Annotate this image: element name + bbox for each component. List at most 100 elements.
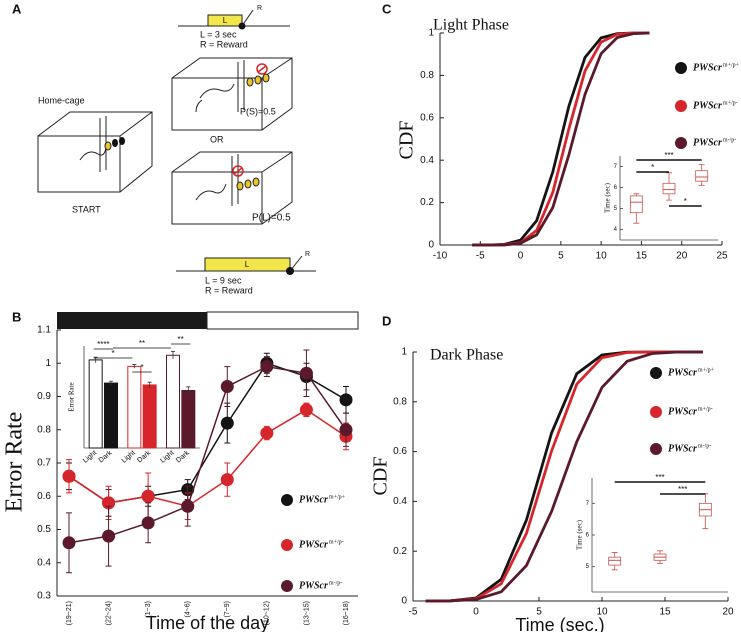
- box-body: [629, 195, 643, 214]
- legend-label: PWScr: [693, 62, 722, 73]
- inset-error: [132, 364, 137, 369]
- legend-marker: [650, 406, 662, 418]
- point: [141, 516, 155, 530]
- inset-y-label: Error Rate: [68, 382, 76, 411]
- box-whisker: [611, 552, 618, 571]
- chamber: [171, 151, 293, 225]
- y-axis-label: CDF: [370, 457, 392, 496]
- legend-label: PWScr: [693, 100, 722, 111]
- point: [299, 366, 313, 380]
- bar-r: R: [305, 251, 310, 258]
- inset-y-label: Time (sec): [604, 182, 612, 213]
- panel-label: D: [382, 313, 391, 328]
- legend-label: PWScr: [668, 443, 697, 454]
- legend-sup: m-/p-: [723, 137, 736, 143]
- x-axis-label: Time (sec.): [515, 615, 604, 632]
- x-tick-label: (4~6): [185, 601, 192, 618]
- x-tick-label: 15: [659, 607, 671, 618]
- start: START: [72, 204, 101, 214]
- sig-stars: *: [651, 163, 654, 172]
- light-bar: [207, 14, 243, 27]
- legend-sup: m+/p+: [698, 367, 715, 373]
- bar-label: L: [223, 16, 228, 25]
- light: [252, 177, 260, 187]
- inset-y-tick-label: 5: [614, 206, 618, 212]
- prob: P(S)=0.5: [240, 106, 276, 116]
- legend-sup: m+/p-: [329, 539, 344, 545]
- box-body: [662, 182, 676, 195]
- note: L = 9 sec: [205, 275, 242, 285]
- light: [119, 137, 125, 145]
- legend-label: PWScr: [668, 367, 697, 378]
- x-tick-label: -5: [476, 251, 485, 262]
- legend-sup: m-/p-: [698, 443, 711, 449]
- legend-marker: [281, 494, 293, 506]
- bar-r: R: [257, 5, 262, 12]
- x-tick-label: (7~9): [224, 601, 231, 618]
- sig-stars: *: [111, 349, 114, 358]
- x-tick-label: 15: [636, 251, 648, 262]
- x-axis-label: Time of the day: [146, 613, 269, 632]
- y-tick-label: 0.4: [37, 557, 51, 568]
- inset-y-label: Time (sec): [576, 519, 584, 550]
- inset-x-label: Dark: [136, 449, 152, 464]
- point: [141, 489, 155, 503]
- point: [220, 473, 234, 487]
- y-tick-label: 0.8: [393, 396, 407, 407]
- no-icon: [257, 65, 267, 73]
- inset-bar: [127, 365, 142, 449]
- legend-sup: m+/p-: [723, 100, 738, 106]
- light: [236, 181, 244, 191]
- inset-error: [186, 386, 191, 395]
- box-body: [695, 170, 709, 182]
- legend-sup: m-/p-: [329, 580, 342, 586]
- sig-stars: ****: [97, 340, 109, 349]
- box-whisker: [702, 493, 709, 530]
- legend-marker: [675, 62, 687, 74]
- y-tick-label: 0.5: [37, 524, 51, 535]
- box-whisker: [633, 193, 640, 224]
- point: [220, 416, 234, 430]
- series-line: [472, 31, 650, 247]
- x-tick-label: 5: [536, 607, 542, 618]
- legend-sup: m+/p-: [698, 406, 713, 412]
- dark-phase-bar: [57, 312, 207, 329]
- sig-stars: ***: [655, 473, 664, 482]
- y-tick-label: 0.7: [37, 458, 51, 469]
- x-tick-label: (22~24): [105, 601, 112, 625]
- point: [102, 496, 116, 510]
- sig-stars: *: [684, 197, 687, 206]
- inset-bar: [166, 354, 180, 449]
- box-whisker: [657, 550, 663, 564]
- prob: P(L)=0.5: [252, 213, 291, 224]
- sig-stars: **: [178, 335, 184, 344]
- y-tick-label: 1.1: [37, 325, 51, 336]
- inset-x-label: Dark: [98, 449, 114, 464]
- light-bar: [204, 257, 291, 272]
- x-tick-label: -5: [409, 607, 418, 618]
- home-cage: Home-cage: [38, 95, 85, 105]
- light: [254, 75, 262, 85]
- y-tick-label: 0.2: [420, 197, 434, 208]
- inset-y-tick-label: 6: [614, 185, 618, 191]
- x-tick-label: (13~15): [303, 601, 310, 625]
- light: [246, 77, 254, 87]
- inset-bar: [88, 359, 103, 449]
- y-tick-label: 0.6: [37, 491, 51, 502]
- inset-error: [171, 351, 175, 359]
- point: [220, 380, 234, 394]
- sig-stars: ***: [664, 151, 673, 160]
- point: [299, 403, 313, 417]
- inset-y-tick-label: 7: [614, 164, 618, 170]
- x-tick-label: -10: [433, 251, 448, 262]
- y-tick-label: 0.8: [420, 70, 434, 81]
- no-icon: [233, 167, 243, 175]
- x-tick-label: 20: [676, 251, 688, 262]
- mouse: [195, 83, 235, 113]
- y-tick-label: 0.6: [420, 112, 434, 123]
- note: R = Reward: [200, 39, 248, 49]
- sig-stars: ***: [678, 485, 687, 494]
- y-tick-label: 0: [428, 240, 434, 251]
- y-tick-label: 0.2: [393, 546, 407, 557]
- series-line: [68, 408, 347, 508]
